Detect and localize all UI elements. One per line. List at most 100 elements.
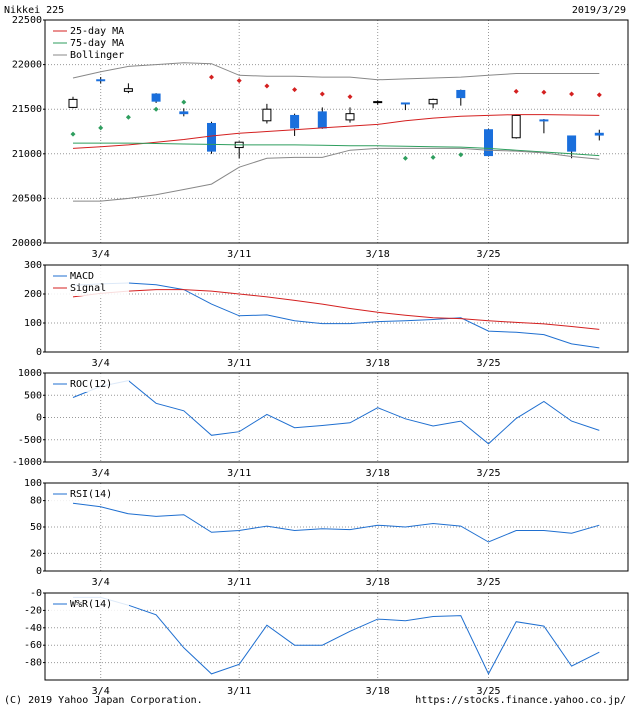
y-tick-label: 500 <box>24 390 42 401</box>
marker-dot <box>209 74 214 80</box>
y-tick-label: 0 <box>36 566 42 577</box>
candle-body <box>567 135 577 152</box>
x-tick-label: 3/25 <box>476 358 500 369</box>
plot-frame <box>44 19 629 244</box>
y-tick-label: -80 <box>24 658 42 669</box>
y-tick-label: 80 <box>30 496 42 507</box>
candle-body <box>179 111 189 115</box>
marker-dot <box>153 106 159 112</box>
candle-body <box>68 98 78 108</box>
marker-dot <box>319 91 325 97</box>
y-tick-label: -500 <box>18 435 42 446</box>
plot-frame <box>44 482 629 572</box>
candle-body <box>539 119 549 122</box>
legend-box <box>49 376 129 392</box>
y-tick-label: 100 <box>24 478 42 489</box>
y-tick-label: 22500 <box>12 15 42 26</box>
marker-dot <box>458 152 464 158</box>
marker-dot <box>430 154 436 160</box>
candle-body <box>456 89 466 99</box>
x-tick-label: 3/18 <box>366 577 390 588</box>
marker-dot <box>347 94 353 100</box>
plot-area <box>45 20 628 243</box>
x-tick-label: 3/25 <box>476 468 500 479</box>
legend-label: 25-day MA <box>70 26 124 37</box>
y-tick-label: 22000 <box>12 60 42 71</box>
series-line <box>72 282 600 349</box>
legend-label: RSI(14) <box>70 489 112 500</box>
y-tick-label: -0 <box>30 588 42 599</box>
x-tick-label: 3/25 <box>476 577 500 588</box>
series-line <box>72 289 600 330</box>
candle-body <box>290 114 300 129</box>
marker-dot <box>70 131 76 137</box>
candle-body <box>511 114 521 139</box>
candle-body <box>207 122 216 152</box>
marker-dot <box>236 78 242 84</box>
x-tick-label: 3/18 <box>366 249 390 260</box>
source-url: https://stocks.finance.yahoo.co.jp/ <box>415 695 626 706</box>
band-upper <box>72 62 600 81</box>
y-tick-label: 21000 <box>12 149 42 160</box>
plot-frame <box>44 592 629 681</box>
legend-box <box>49 596 129 612</box>
marker-dot <box>125 114 131 120</box>
x-tick-label: 3/4 <box>92 577 110 588</box>
y-tick-label: 0 <box>36 347 42 358</box>
marker-dot <box>513 88 519 94</box>
y-tick-label: 20000 <box>12 238 42 249</box>
series-line <box>73 142 600 157</box>
marker-dot <box>596 92 602 98</box>
legend-label: Signal <box>70 283 106 294</box>
plot-frame <box>44 372 629 463</box>
x-tick-label: 3/4 <box>92 358 110 369</box>
legend-label: 75-day MA <box>70 38 124 49</box>
x-tick-label: 3/11 <box>227 358 251 369</box>
candle-body <box>484 129 493 157</box>
chart-title: Nikkei 225 <box>4 5 64 16</box>
band-lower <box>73 147 600 202</box>
candle-body <box>123 88 133 92</box>
x-tick-label: 3/25 <box>476 249 500 260</box>
x-tick-label: 3/25 <box>476 686 500 697</box>
x-tick-label: 3/4 <box>92 249 110 260</box>
y-tick-label: -60 <box>24 640 42 651</box>
candle-body <box>96 79 106 82</box>
candle-body <box>594 132 604 136</box>
y-tick-label: -20 <box>24 605 42 616</box>
y-tick-label: 300 <box>24 260 42 271</box>
x-tick-label: 3/11 <box>227 686 251 697</box>
x-tick-label: 3/18 <box>366 358 390 369</box>
x-tick-label: 3/11 <box>227 577 251 588</box>
marker-dot <box>541 89 547 95</box>
legend-label: ROC(12) <box>70 379 112 390</box>
y-tick-label: 20 <box>30 548 42 559</box>
y-tick-label: 50 <box>30 522 42 533</box>
y-tick-label: 0 <box>36 413 42 424</box>
x-tick-label: 3/11 <box>227 468 251 479</box>
legend-box <box>49 486 129 502</box>
y-tick-label: -40 <box>24 623 42 634</box>
candle-body <box>400 102 410 105</box>
marker-dot <box>402 155 408 161</box>
marker-dot <box>569 91 575 97</box>
candle-body <box>151 93 161 102</box>
marker-dot <box>181 99 187 105</box>
series-line <box>73 596 600 676</box>
marker-dot <box>98 125 104 131</box>
plot-area <box>45 265 628 352</box>
y-tick-label: -1000 <box>12 457 42 468</box>
y-tick-label: 21500 <box>12 104 42 115</box>
y-tick-label: 20500 <box>12 193 42 204</box>
series-line <box>72 380 600 445</box>
legend-label: W%R(14) <box>70 599 112 610</box>
y-tick-label: 200 <box>24 289 42 300</box>
x-tick-label: 3/11 <box>227 249 251 260</box>
x-tick-label: 3/18 <box>366 686 390 697</box>
chart-date: 2019/3/29 <box>572 5 626 16</box>
legend-box <box>49 268 129 296</box>
candle-body <box>262 108 272 122</box>
plot-frame <box>44 264 629 353</box>
